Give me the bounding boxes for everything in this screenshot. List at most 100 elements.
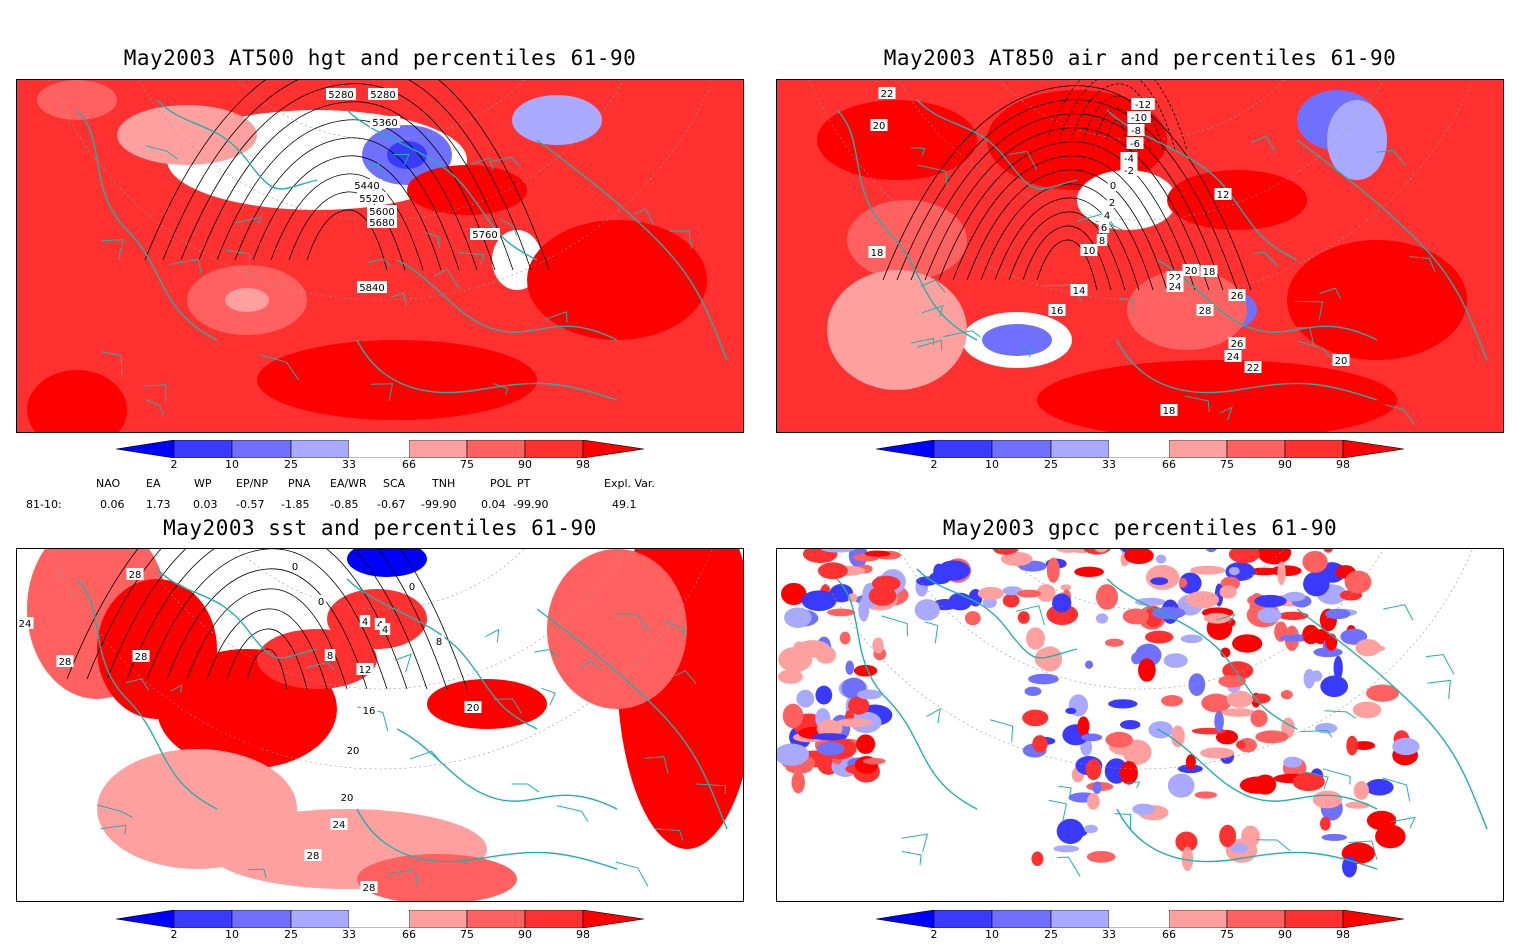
precip-patch (1240, 777, 1275, 794)
contour-label: 24 (331, 818, 348, 831)
contour-label-text: 28 (1199, 306, 1212, 317)
precip-patch (1281, 690, 1293, 699)
precip-patch (978, 587, 1004, 600)
precip-patch (794, 641, 805, 652)
precip-patch (1302, 625, 1319, 644)
anomaly-patch (1077, 170, 1177, 230)
colorbar-segment-white (349, 910, 409, 928)
anomaly-patch (982, 324, 1052, 356)
contour-label: 4 (1102, 209, 1113, 222)
precip-patch (1354, 781, 1369, 800)
colorbar-segment-white (1109, 910, 1169, 928)
precip-patch (1179, 578, 1187, 588)
precip-patch (1222, 708, 1256, 717)
contour-label: 28 (361, 881, 378, 894)
precip-patch (1355, 639, 1380, 656)
index-header: EA (146, 477, 160, 490)
colorbar-arrow-high (1343, 910, 1404, 928)
precip-patch (1017, 590, 1041, 598)
contour-label: 20 (465, 701, 482, 714)
contour-label-text: 18 (871, 248, 884, 259)
precip-patch (837, 718, 873, 727)
precip-patch (1003, 594, 1020, 608)
colorbar-tick-label: 33 (1089, 458, 1129, 471)
colorbar-segment (934, 440, 992, 458)
precip-patch (812, 733, 847, 740)
contour-label-text: 22 (1247, 363, 1260, 374)
colorbar-segment (291, 910, 349, 928)
colorbar-tick-label: 90 (1265, 928, 1305, 941)
contour-label-text: 18 (1163, 406, 1176, 417)
contour-label-text: -10 (1131, 113, 1147, 124)
precip-patch (1032, 735, 1047, 752)
precip-patch (1035, 648, 1061, 670)
precip-patch (1105, 639, 1124, 647)
contour-label-text: 8 (436, 637, 442, 648)
colorbar-segment (1051, 440, 1109, 458)
contour-label-text: 8 (1099, 236, 1105, 247)
contour-label: 5360 (370, 116, 400, 129)
precip-patch (840, 632, 851, 645)
contour-label-text: 22 (881, 89, 894, 100)
colorbar-segment (992, 910, 1051, 928)
precip-patch (1188, 673, 1205, 696)
contour-label: 16 (361, 704, 378, 717)
index-value: -1.85 (281, 498, 309, 511)
contour-label: 26 (1229, 289, 1246, 302)
index-value: 0.03 (193, 498, 218, 511)
colorbar-tick-label: 75 (1207, 458, 1247, 471)
precip-patch (1087, 793, 1100, 809)
contour-label: 5280 (326, 88, 356, 101)
anomaly-patch (387, 141, 427, 169)
colorbar-tick-label: 33 (329, 458, 369, 471)
precip-patch (1156, 555, 1167, 564)
contour-label: 5280 (368, 88, 398, 101)
precip-patch (948, 593, 971, 611)
contour-label-text: 4 (362, 617, 368, 628)
contour-label: 28 (133, 650, 150, 663)
precip-patch (1108, 699, 1137, 708)
index-header: PT (517, 477, 530, 490)
precip-patch (796, 690, 814, 708)
contour-label-text: 5280 (370, 90, 395, 101)
precip-patch (1320, 817, 1331, 831)
contour-label: 28 (57, 655, 74, 668)
precip-patch (1204, 613, 1231, 624)
precip-patch (1365, 779, 1393, 796)
contour-label-text: 12 (359, 665, 372, 676)
contour-label: 24 (17, 617, 34, 630)
colorbar-tick-label: 98 (563, 928, 603, 941)
precip-patch (1195, 791, 1217, 798)
colorbar-arrow-low (876, 910, 934, 928)
colorbar-tick-label: 25 (1031, 458, 1071, 471)
precip-patch (1047, 558, 1060, 583)
precip-patch (1254, 595, 1286, 607)
index-header: PNA (288, 477, 310, 490)
contour-label-text: 28 (307, 851, 320, 862)
precip-patch (1146, 565, 1179, 590)
colorbar-tick-label: 66 (1149, 928, 1189, 941)
colorbar-segment (992, 440, 1051, 458)
anomaly-patch (847, 200, 967, 280)
contour-label-text: 28 (59, 657, 72, 668)
precip-patch (1302, 551, 1327, 573)
precip-patch (817, 742, 844, 756)
precip-patch (1152, 607, 1186, 619)
precip-patch (1150, 577, 1168, 585)
precip-patch (1120, 720, 1140, 729)
precip-patch (1219, 825, 1236, 847)
colorbar-tick-label: 90 (505, 928, 545, 941)
colorbar-tick-label: 25 (271, 928, 311, 941)
precip-patch (1315, 723, 1337, 734)
contour-label: 28 (1197, 304, 1214, 317)
colorbar-segment-white (1109, 440, 1169, 458)
index-header: EP/NP (236, 477, 268, 490)
colorbar-segment (1169, 910, 1227, 928)
colorbar-tick-label: 98 (563, 458, 603, 471)
contour-label-text: 0 (292, 562, 298, 573)
contour-label: 24 (1225, 350, 1242, 363)
colorbar-tick-label: 66 (1149, 458, 1189, 471)
colorbar-segment (1169, 440, 1227, 458)
